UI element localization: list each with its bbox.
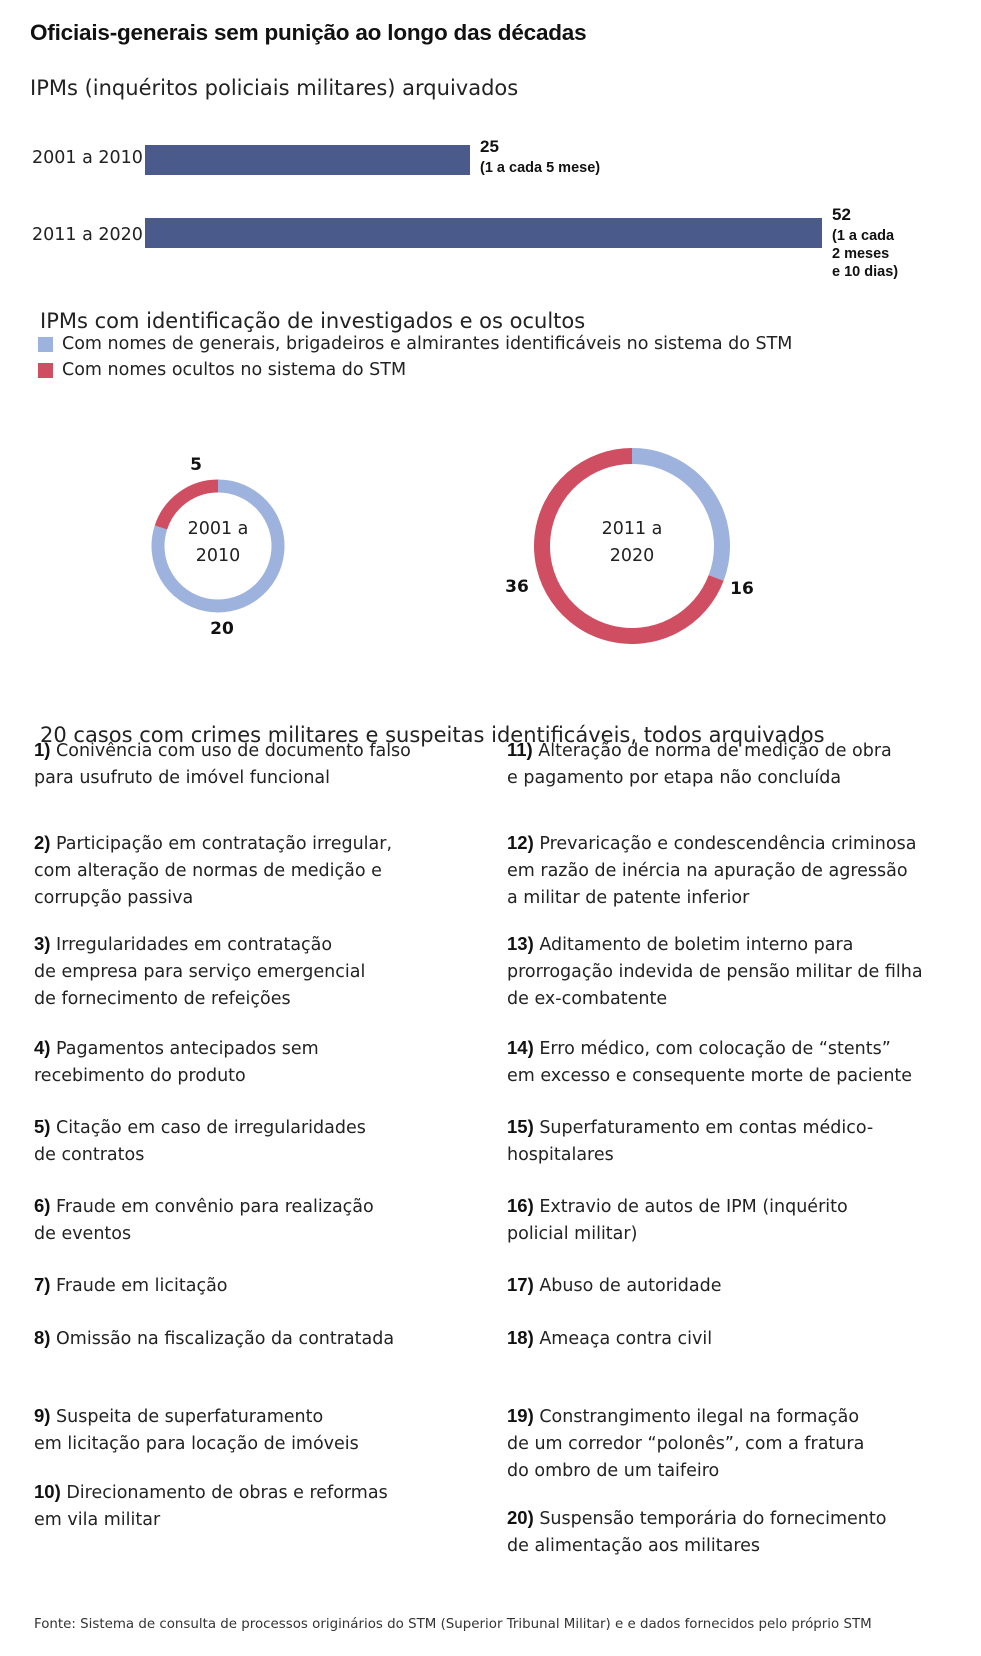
case-number: 10) (34, 1481, 61, 1502)
donut-center-label: 2001 a (188, 519, 249, 539)
bar-category-label: 2011 a 2020 (32, 225, 143, 245)
source-note: Fonte: Sistema de consulta de processos … (34, 1617, 872, 1632)
bar-category-label: 2001 a 2010 (32, 148, 143, 168)
case-item: 6) Fraude em convênio para realização de… (34, 1192, 374, 1248)
case-item: 3) Irregularidades em contratação de emp… (34, 930, 365, 1013)
case-text: Superfaturamento em contas médico- hospi… (507, 1118, 874, 1165)
bar-value-note: (1 a cada 2 meses e 10 dias) (832, 228, 899, 280)
donut-segment-identified (151, 479, 285, 613)
bar-chart-title: IPMs (inquéritos policiais militares) ar… (30, 76, 519, 100)
case-text: Suspensão temporária do fornecimento de … (507, 1509, 887, 1556)
case-text: Conivência com uso de documento falso pa… (34, 741, 411, 788)
case-text: Prevaricação e condescendência criminosa… (507, 834, 917, 908)
case-number: 14) (507, 1037, 534, 1058)
bar-value-label: 52 (832, 205, 851, 224)
case-number: 2) (34, 832, 51, 853)
legend-swatch-identified (38, 336, 53, 352)
case-number: 17) (507, 1274, 534, 1295)
donut-chart-title: IPMs com identificação de investigados e… (40, 309, 586, 333)
case-text: Aditamento de boletim interno para prorr… (507, 935, 923, 1009)
bar-value-note: (1 a cada 5 mese) (480, 160, 601, 176)
case-number: 9) (34, 1405, 51, 1426)
case-number: 4) (34, 1037, 51, 1058)
case-number: 16) (507, 1195, 534, 1216)
case-number: 5) (34, 1116, 51, 1137)
case-text: Erro médico, com colocação de “stents” e… (507, 1039, 913, 1086)
case-text: Abuso de autoridade (539, 1276, 722, 1296)
bar (145, 145, 470, 175)
donut-value-hidden: 36 (505, 577, 529, 597)
legend-item-hidden: Com nomes ocultos no sistema do STM (38, 360, 406, 380)
case-item: 10) Direcionamento de obras e reformas e… (34, 1478, 388, 1534)
case-number: 20) (507, 1507, 534, 1528)
case-text: Participação em contratação irregular, c… (34, 834, 393, 908)
case-item: 13) Aditamento de boletim interno para p… (507, 930, 923, 1013)
case-number: 19) (507, 1405, 534, 1426)
bar-value-label: 25 (480, 137, 499, 156)
case-text: Direcionamento de obras e reformas em vi… (34, 1483, 388, 1530)
case-item: 16) Extravio de autos de IPM (inquérito … (507, 1192, 848, 1248)
case-text: Fraude em licitação (56, 1276, 228, 1296)
donut-segment-hidden (534, 448, 724, 644)
donut-center-label: 2010 (196, 546, 241, 566)
case-item: 20) Suspensão temporária do fornecimento… (507, 1504, 886, 1560)
case-number: 8) (34, 1327, 51, 1348)
case-number: 1) (34, 739, 51, 760)
case-text: Fraude em convênio para realização de ev… (34, 1197, 374, 1244)
case-text: Citação em caso de irregularidades de co… (34, 1118, 366, 1165)
donut-value-hidden: 5 (190, 455, 202, 475)
case-item: 8) Omissão na fiscalização da contratada (34, 1324, 394, 1353)
cases-title: 20 casos com crimes militares e suspeita… (40, 723, 825, 747)
case-item: 7) Fraude em licitação (34, 1271, 228, 1300)
case-text: Constrangimento ilegal na formação de um… (507, 1407, 865, 1481)
case-text: Alteração de norma de medição de obra e … (507, 741, 892, 788)
case-text: Ameaça contra civil (539, 1329, 713, 1349)
case-number: 15) (507, 1116, 534, 1137)
case-number: 6) (34, 1195, 51, 1216)
donut-center-label: 2020 (610, 546, 655, 566)
donut-value-identified: 20 (210, 619, 234, 639)
case-item: 12) Prevaricação e condescendência crimi… (507, 829, 916, 912)
case-text: Extravio de autos de IPM (inquérito poli… (507, 1197, 848, 1244)
case-number: 18) (507, 1327, 534, 1348)
case-number: 3) (34, 933, 51, 954)
case-item: 4) Pagamentos antecipados sem recebiment… (34, 1034, 319, 1090)
case-text: Omissão na fiscalização da contratada (56, 1329, 395, 1349)
case-item: 19) Constrangimento ilegal na formação d… (507, 1402, 864, 1485)
case-item: 14) Erro médico, com colocação de “stent… (507, 1034, 912, 1090)
case-number: 13) (507, 933, 534, 954)
donut-center-label: 2011 a (602, 519, 663, 539)
case-text: Suspeita de superfaturamento em licitaçã… (34, 1407, 359, 1454)
donut-value-identified: 16 (730, 579, 754, 599)
legend-swatch-hidden (38, 362, 53, 378)
case-item: 18) Ameaça contra civil (507, 1324, 712, 1353)
case-item: 15) Superfaturamento em contas médico- h… (507, 1113, 873, 1169)
case-text: Pagamentos antecipados sem recebimento d… (34, 1039, 319, 1086)
case-number: 11) (507, 739, 533, 760)
case-number: 12) (507, 832, 534, 853)
legend-label: Com nomes ocultos no sistema do STM (62, 360, 407, 380)
legend-item-identified: Com nomes de generais, brigadeiros e alm… (38, 334, 792, 354)
case-item: 2) Participação em contratação irregular… (34, 829, 392, 912)
case-item: 11) Alteração de norma de medição de obr… (507, 736, 892, 792)
donut-charts: 2001 a 2010 5 20 2011 a 2020 36 16 (151, 448, 754, 644)
legend-label: Com nomes de generais, brigadeiros e alm… (62, 334, 793, 354)
case-item: 5) Citação em caso de irregularidades de… (34, 1113, 366, 1169)
case-item: 1) Conivência com uso de documento falso… (34, 736, 411, 792)
case-item: 9) Suspeita de superfaturamento em licit… (34, 1402, 359, 1458)
case-item: 17) Abuso de autoridade (507, 1271, 721, 1300)
page-title: Oficiais-generais sem punição ao longo d… (30, 20, 587, 45)
donut-segment-identified (631, 448, 730, 581)
case-text: Irregularidades em contratação de empres… (34, 935, 366, 1009)
donut-segment-hidden (154, 479, 219, 530)
bar (145, 218, 822, 248)
case-number: 7) (34, 1274, 51, 1295)
